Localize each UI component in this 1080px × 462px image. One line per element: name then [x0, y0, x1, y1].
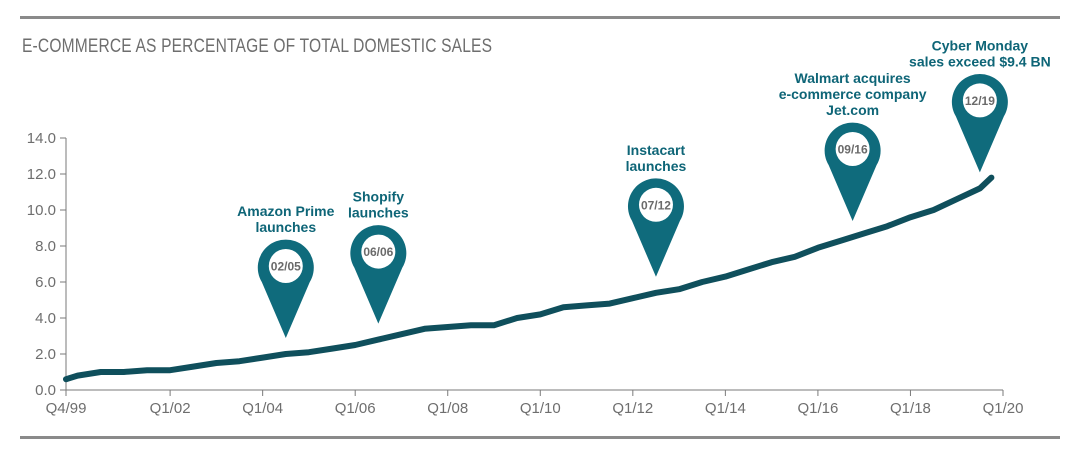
- x-tick-label: Q1/10: [520, 400, 561, 417]
- y-tick-label: 6.0: [35, 274, 56, 291]
- annotation-text: launches: [626, 158, 687, 174]
- x-tick-label: Q1/06: [335, 400, 376, 417]
- pin-badge: [268, 249, 303, 283]
- annotation-text: e-commerce company: [779, 86, 927, 102]
- pin-badge: [835, 132, 870, 166]
- x-tick-label: Q1/16: [797, 400, 838, 417]
- y-tick-label: 10.0: [27, 202, 56, 219]
- x-tick-label: Q4/99: [46, 400, 87, 417]
- x-tick-label: Q1/08: [427, 400, 468, 417]
- y-tick-label: 14.0: [27, 130, 56, 147]
- ecommerce-share-line: [63, 174, 995, 383]
- pin-date-label: 09/16: [838, 143, 868, 157]
- pin-date-label: 07/12: [641, 198, 671, 212]
- y-tick-label: 12.0: [27, 166, 56, 183]
- x-tick-label: Q1/20: [983, 400, 1024, 417]
- y-tick-label: 0.0: [35, 382, 56, 399]
- pin-badge: [638, 187, 673, 222]
- annotation-text: launches: [348, 205, 409, 221]
- pin-date-label: 12/19: [965, 94, 995, 108]
- x-tick-label: Q1/18: [890, 400, 931, 417]
- pin-badge: [361, 234, 396, 269]
- pin-badge: [962, 83, 997, 118]
- x-tick-label: Q1/14: [705, 400, 746, 417]
- y-tick-label: 8.0: [35, 238, 56, 255]
- annotation-text: sales exceed $9.4 BN: [909, 53, 1051, 69]
- chart-title: E-COMMERCE AS PERCENTAGE OF TOTAL DOMEST…: [22, 36, 493, 57]
- annotation-text: Jet.com: [826, 102, 879, 118]
- top-rule: [20, 16, 1060, 19]
- annotation-text: Shopify: [353, 189, 405, 205]
- pin-date-label: 06/06: [363, 245, 393, 259]
- x-tick-label: Q1/02: [150, 400, 191, 417]
- y-tick-label: 4.0: [35, 310, 56, 327]
- annotation-text: launches: [255, 219, 316, 235]
- y-tick-label: 2.0: [35, 346, 56, 363]
- annotation-text: Amazon Prime: [237, 203, 334, 219]
- pin-date-label: 02/05: [271, 260, 301, 274]
- annotation-text: Instacart: [627, 142, 686, 158]
- x-tick-label: Q1/04: [242, 400, 283, 417]
- bottom-rule: [20, 436, 1060, 439]
- annotation-text: Cyber Monday: [932, 37, 1029, 53]
- annotation-text: Walmart acquires: [795, 70, 911, 86]
- x-tick-label: Q1/12: [612, 400, 653, 417]
